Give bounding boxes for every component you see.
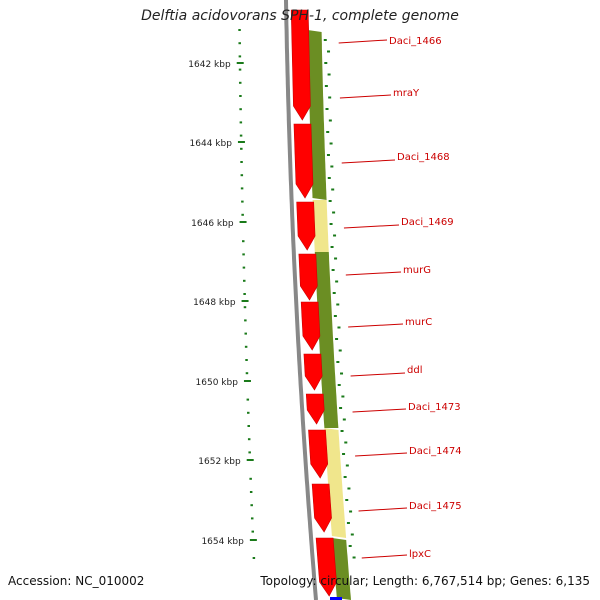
gene-arrow-8 [308,429,329,479]
scale-label: 1646 kbp [191,219,234,229]
backbone-line [284,0,318,600]
gene-leader-line [339,94,392,99]
band-segment-5 [332,538,351,600]
gene-leader-line [361,554,408,559]
gene-arrow-10 [315,537,337,597]
gene-label: Daci_1475 [409,501,462,512]
scale-label: 1654 kbp [201,537,244,547]
gene-arrow-7 [305,393,325,425]
gene-leader-line [358,507,408,512]
gene-arrow-5 [300,301,321,351]
gene-label: mraY [393,88,420,99]
gene-label: murG [403,265,431,276]
gene-label: Daci_1466 [389,36,442,47]
gene-leader-line [343,224,400,229]
scale-label: 1652 kbp [198,457,241,467]
blue-fragment [330,597,342,600]
gene-leader-line [350,372,406,377]
gene-arrow-9 [311,483,332,533]
scale-label: 1644 kbp [190,139,233,149]
gene-arrow-3 [296,201,316,251]
scale-label: 1650 kbp [196,378,239,388]
gene-arrow-2 [293,123,314,199]
gene-label: ddl [407,365,422,376]
scale-label: 1648 kbp [193,298,236,308]
gene-leader-line [352,408,407,413]
band-segment-3 [314,252,339,428]
gene-leader-line [338,39,388,44]
gene-leader-line [345,271,402,276]
gene-label: Daci_1473 [408,402,461,413]
gene-label: Daci_1474 [409,446,462,457]
accession-label: Accession: NC_010002 [8,574,145,588]
map-title: Delftia acidovorans SPH-1, complete geno… [141,8,459,24]
gene-arrow-1 [290,9,311,121]
gene-arrow-6 [303,353,323,391]
gene-leader-line [341,159,396,164]
gene-leader-line [355,452,408,457]
gene-label: Daci_1469 [401,217,454,228]
gene-leader-line [348,323,404,328]
band-segment-2 [312,200,329,252]
topology-label: Topology: circular; Length: 6,767,514 bp… [260,574,590,588]
band-segment-4 [324,428,347,538]
gene-label: Daci_1468 [397,152,450,163]
gene-label: murC [405,317,432,328]
gene-label: lpxC [409,549,431,560]
gene-arrow-4 [298,253,318,301]
scale-label: 1642 kbp [188,60,231,70]
